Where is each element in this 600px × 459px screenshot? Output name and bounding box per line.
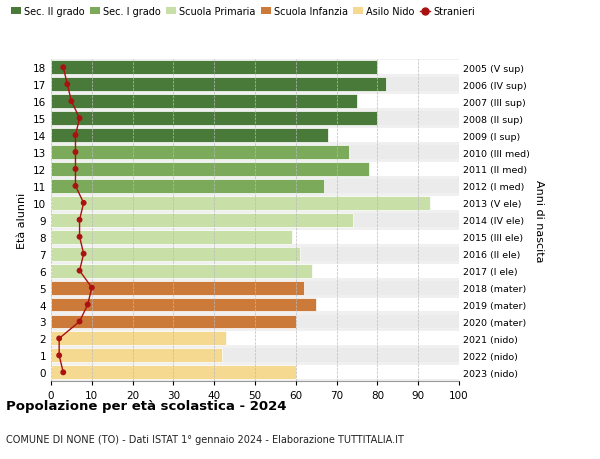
Bar xyxy=(51,315,296,329)
Bar xyxy=(51,129,328,143)
Text: COMUNE DI NONE (TO) - Dati ISTAT 1° gennaio 2024 - Elaborazione TUTTITALIA.IT: COMUNE DI NONE (TO) - Dati ISTAT 1° genn… xyxy=(6,434,404,444)
Point xyxy=(71,149,80,157)
Bar xyxy=(51,230,292,244)
Bar xyxy=(51,162,369,177)
Bar xyxy=(51,365,296,380)
Bar xyxy=(51,264,459,278)
Bar xyxy=(51,196,430,210)
Bar xyxy=(51,298,316,312)
Bar xyxy=(51,281,304,295)
Bar xyxy=(51,332,459,346)
Bar xyxy=(51,112,377,126)
Point xyxy=(87,284,97,291)
Bar xyxy=(51,349,223,363)
Point xyxy=(83,301,92,308)
Bar xyxy=(51,61,377,75)
Bar xyxy=(51,247,459,261)
Bar xyxy=(51,332,226,346)
Point xyxy=(71,183,80,190)
Bar xyxy=(51,179,325,193)
Bar xyxy=(51,112,459,126)
Point xyxy=(75,115,85,123)
Point xyxy=(71,166,80,173)
Bar xyxy=(51,365,459,380)
Point xyxy=(58,64,68,72)
Bar xyxy=(51,213,353,227)
Text: Popolazione per età scolastica - 2024: Popolazione per età scolastica - 2024 xyxy=(6,399,287,412)
Point xyxy=(71,132,80,140)
Bar xyxy=(51,213,459,227)
Point xyxy=(79,251,88,258)
Bar xyxy=(51,298,459,312)
Bar xyxy=(51,349,459,363)
Bar xyxy=(51,315,459,329)
Point xyxy=(79,200,88,207)
Point xyxy=(75,217,85,224)
Bar xyxy=(51,247,300,261)
Bar xyxy=(51,179,459,193)
Bar xyxy=(51,95,357,109)
Point xyxy=(62,81,72,89)
Bar xyxy=(51,129,459,143)
Bar xyxy=(51,146,459,160)
Bar xyxy=(51,162,459,177)
Point xyxy=(75,234,85,241)
Bar xyxy=(51,196,459,210)
Bar xyxy=(51,146,349,160)
Point xyxy=(55,335,64,342)
Bar xyxy=(51,264,312,278)
Y-axis label: Età alunni: Età alunni xyxy=(17,192,28,248)
Point xyxy=(75,318,85,325)
Bar xyxy=(51,78,459,92)
Point xyxy=(75,268,85,275)
Bar xyxy=(51,78,386,92)
Bar xyxy=(51,230,459,244)
Y-axis label: Anni di nascita: Anni di nascita xyxy=(534,179,544,262)
Bar xyxy=(51,281,459,295)
Legend: Sec. II grado, Sec. I grado, Scuola Primaria, Scuola Infanzia, Asilo Nido, Stran: Sec. II grado, Sec. I grado, Scuola Prim… xyxy=(11,7,475,17)
Point xyxy=(58,369,68,376)
Point xyxy=(67,98,76,106)
Bar xyxy=(51,95,459,109)
Bar xyxy=(51,61,459,75)
Point xyxy=(55,352,64,359)
